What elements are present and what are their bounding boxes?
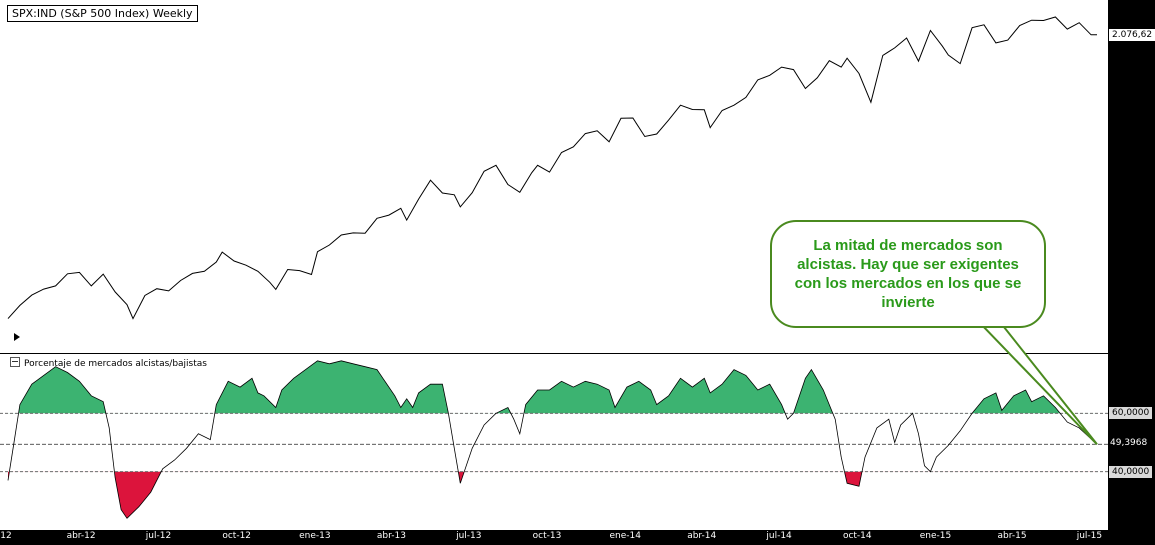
price-chart-title: SPX:IND (S&P 500 Index) Weekly xyxy=(7,5,198,22)
time-axis-tick-label: jul-14 xyxy=(766,531,792,541)
time-axis-tick-label: oct-14 xyxy=(842,531,872,541)
callout-pointer xyxy=(975,319,1098,445)
indicator-title-text: Porcentaje de mercados alcistas/bajistas xyxy=(24,359,207,369)
time-axis-tick-label: oct-13 xyxy=(532,531,562,541)
price-line xyxy=(7,16,1097,320)
time-axis-tick-label: ene-15 xyxy=(919,531,952,541)
time-axis-tick-label: abr-14 xyxy=(687,531,717,541)
bearish-area xyxy=(8,471,1097,519)
time-axis-tick-label: ene-13 xyxy=(299,531,331,541)
bullish-area xyxy=(8,360,1097,414)
time-axis-tick-label: abr-15 xyxy=(997,531,1027,541)
upper-level-label: 60,0000 xyxy=(1109,407,1153,420)
callout-pointer-layer xyxy=(975,318,1098,445)
collapse-icon[interactable] xyxy=(10,357,20,367)
indicator-title: Porcentaje de mercados alcistas/bajistas xyxy=(10,357,207,369)
time-axis-tick-label: ene-14 xyxy=(609,531,641,541)
value-axis xyxy=(1108,0,1155,545)
play-icon[interactable] xyxy=(14,333,20,341)
indicator-layer xyxy=(0,360,1108,519)
time-axis-tick-label: jul-15 xyxy=(1076,531,1103,541)
annotation-text: La mitad de mercados son alcistas. Hay q… xyxy=(794,237,1022,311)
indicator-panel: Porcentaje de mercados alcistas/bajistas xyxy=(0,353,1108,531)
time-axis-tick-label: abr-12 xyxy=(66,531,96,541)
time-axis-tick-label: 12 xyxy=(0,531,12,541)
time-axis xyxy=(0,530,1108,545)
time-axis-tick-label: jul-13 xyxy=(456,531,482,541)
indicator-line xyxy=(7,360,1098,519)
price-layer xyxy=(7,16,1097,320)
time-axis-tick-label: oct-12 xyxy=(222,531,252,541)
lower-level-label: 40,0000 xyxy=(1109,465,1153,478)
time-axis-tick-label: jul-12 xyxy=(145,531,172,541)
time-axis-tick-label: abr-13 xyxy=(376,531,406,541)
annotation-callout: La mitad de mercados son alcistas. Hay q… xyxy=(770,220,1046,328)
price-last-value-label: 2.076,62 xyxy=(1109,28,1155,41)
indicator-last-value-label: 49,3968 xyxy=(1110,438,1148,449)
